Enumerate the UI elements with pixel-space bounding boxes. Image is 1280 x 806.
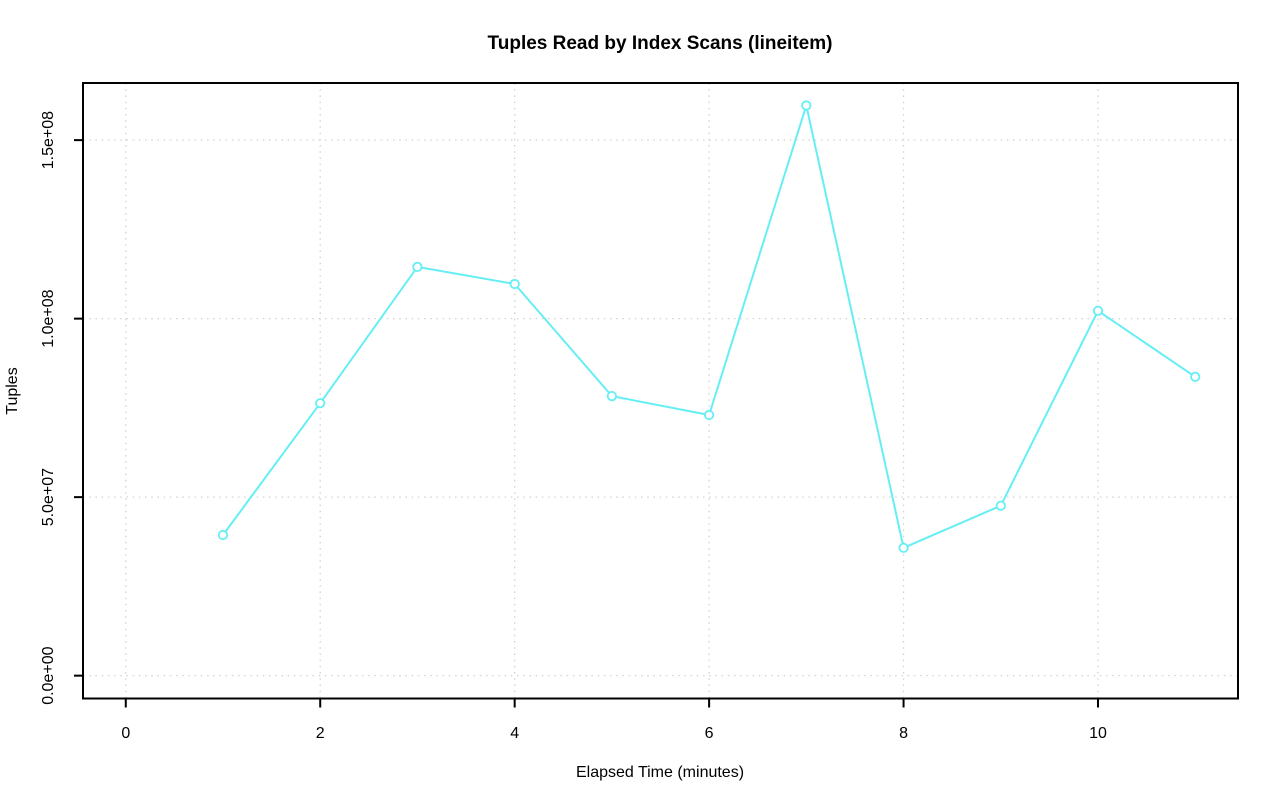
- x-axis-label: Elapsed Time (minutes): [576, 764, 744, 781]
- data-point-marker: [1092, 305, 1104, 316]
- data-point-marker: [509, 278, 520, 290]
- data-point-marker: [606, 390, 618, 402]
- data-point-marker: [1190, 371, 1201, 382]
- y-tick-label: 5.0e+07: [40, 468, 57, 526]
- axis-ticks-layer: [74, 139, 1099, 708]
- x-tick-label: 2: [316, 725, 325, 742]
- plot-border-box: [82, 82, 1239, 700]
- tick-labels-layer: 0 2 4 6 8 10 0.0e+00 5.0e+07 1.0e+08 1.5e+08: [40, 111, 1107, 742]
- data-point-marker: [801, 100, 812, 111]
- x-tick-label: 0: [121, 725, 130, 742]
- y-tick-label: 1.0e+08: [40, 289, 57, 347]
- data-point-marker: [995, 500, 1006, 511]
- x-tick-label: 8: [899, 725, 908, 742]
- gridlines-layer: [83, 83, 1238, 699]
- x-tick-label: 6: [705, 725, 714, 742]
- x-tick-label: 10: [1089, 725, 1107, 742]
- y-axis-label: Tuples: [4, 367, 21, 414]
- data-point-marker: [898, 542, 909, 553]
- chart-title: Tuples Read by Index Scans (lineitem): [488, 33, 833, 54]
- y-tick-label: 0.0e+00: [40, 646, 57, 704]
- data-point-marker: [703, 409, 715, 421]
- series-layer: [217, 100, 1201, 553]
- data-point-marker: [315, 398, 326, 409]
- data-point-marker: [412, 261, 423, 272]
- data-point-marker: [217, 529, 229, 541]
- y-tick-label: 1.5e+08: [40, 111, 57, 169]
- x-tick-label: 4: [510, 725, 519, 742]
